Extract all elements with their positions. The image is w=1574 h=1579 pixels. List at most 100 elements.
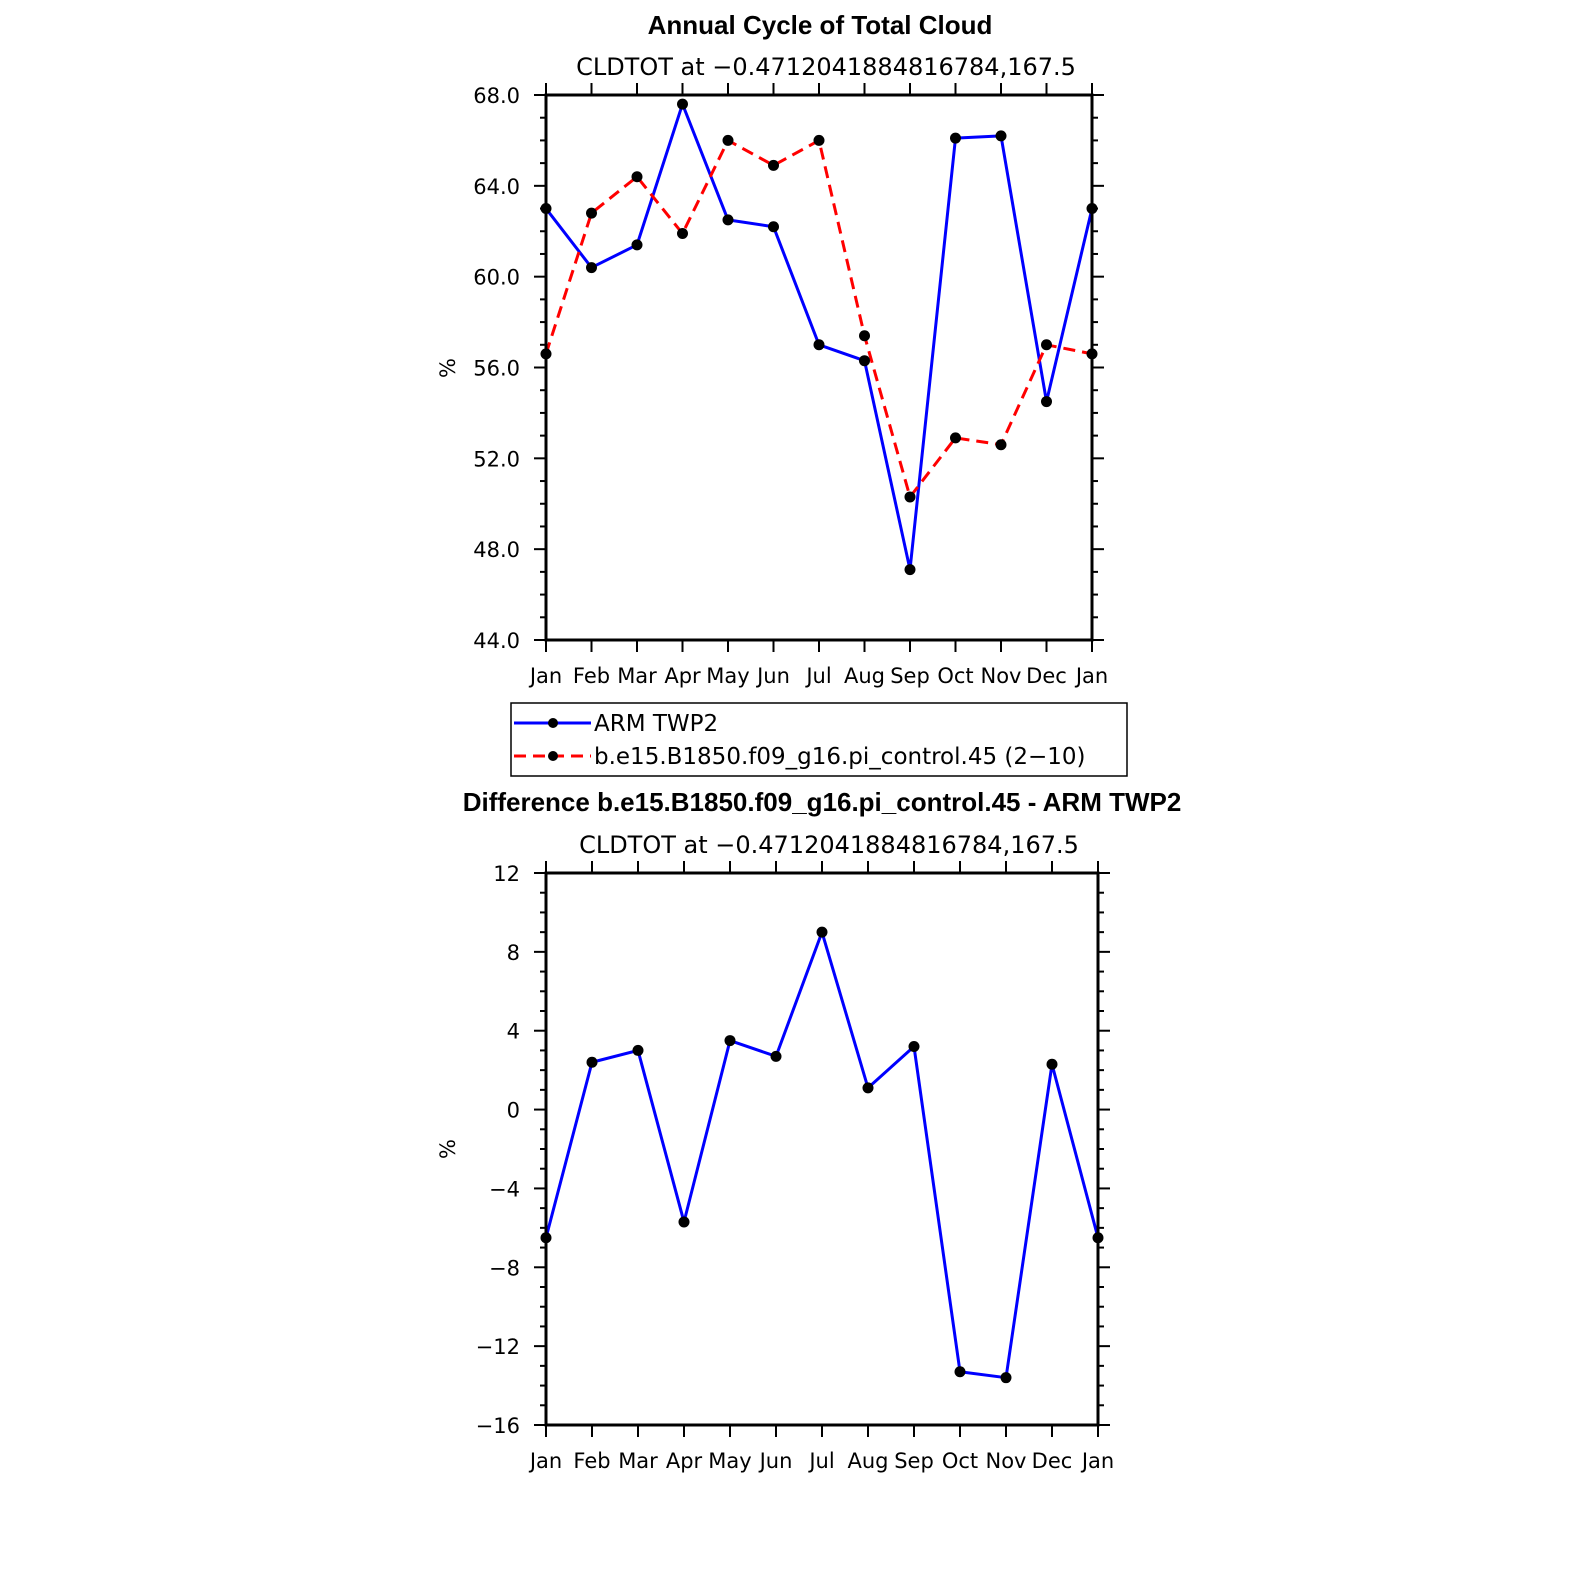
- annual-cycle-chart: Annual Cycle of Total Cloud CLDTOT at −0…: [436, 10, 1108, 688]
- y-tick-marks: [534, 861, 1110, 1437]
- x-tick-labels: Jan Feb Mar Apr May Jun Jul Aug Sep Oct Nov Dec Jan: [528, 1449, 1114, 1473]
- series-group: [540, 926, 1104, 1384]
- y-tick-marks: [534, 83, 1104, 652]
- x-tick-label: Jul: [807, 1449, 834, 1473]
- x-tick-label: Apr: [664, 664, 701, 688]
- y-axis-label: %: [436, 1139, 460, 1159]
- x-tick-label: Oct: [937, 664, 973, 688]
- legend-label-arm-twp2: ARM TWP2: [594, 711, 718, 737]
- data-point: [813, 134, 825, 146]
- series-group: [540, 98, 1098, 576]
- data-point: [586, 1056, 598, 1068]
- x-tick-label: Jun: [755, 664, 790, 688]
- plot-frame: [544, 93, 1094, 642]
- y-tick-labels: 44.0 48.0 52.0 56.0 60.0 64.0 68.0: [473, 84, 520, 653]
- x-tick-label: Apr: [666, 1449, 703, 1473]
- x-tick-label: Nov: [981, 664, 1022, 688]
- legend: ARM TWP2 b.e15.B1850.f09_g16.pi_control.…: [510, 702, 1128, 777]
- legend-marker-model: [548, 751, 558, 761]
- chart-subtitle: CLDTOT at −0.4712041884816784,167.5: [576, 53, 1076, 81]
- x-tick-label: Mar: [618, 1449, 658, 1473]
- data-point: [995, 439, 1007, 451]
- y-tick-label: 4: [507, 1020, 520, 1044]
- x-tick-label: May: [706, 664, 749, 688]
- y-tick-labels: −16 −12 −8 −4 0 4 8 12: [476, 862, 520, 1438]
- x-tick-labels: Jan Feb Mar Apr May Jun Jul Aug Sep Oct Nov Dec Jan: [528, 664, 1108, 688]
- y-tick-label: −12: [476, 1335, 520, 1359]
- x-tick-label: Jan: [528, 1449, 562, 1473]
- x-tick-label: Jun: [758, 1449, 793, 1473]
- x-tick-label: Sep: [894, 1449, 934, 1473]
- data-point: [586, 262, 597, 274]
- y-tick-label: −16: [476, 1414, 520, 1438]
- data-point: [1041, 339, 1052, 351]
- y-tick-label: 60.0: [473, 266, 520, 290]
- data-point: [1000, 1372, 1012, 1384]
- data-point: [813, 339, 825, 351]
- data-point: [995, 130, 1007, 142]
- data-point: [859, 355, 870, 367]
- x-tick-label: Jan: [1080, 1449, 1114, 1473]
- x-tick-label: Jan: [1074, 664, 1108, 688]
- x-tick-label: Feb: [573, 1449, 610, 1473]
- data-point: [954, 1366, 966, 1378]
- data-point: [631, 171, 643, 183]
- x-tick-label: Jan: [528, 664, 562, 688]
- data-point: [724, 1035, 736, 1047]
- y-axis-label: %: [436, 358, 460, 378]
- x-tick-label: Mar: [617, 664, 657, 688]
- plot-frame: [544, 871, 1100, 1427]
- chart-title: Annual Cycle of Total Cloud: [648, 10, 993, 40]
- data-point: [1041, 396, 1052, 408]
- data-point: [904, 564, 916, 576]
- data-point: [632, 1044, 644, 1056]
- data-point: [770, 1050, 782, 1062]
- data-point: [816, 926, 828, 938]
- series-line-0: [544, 930, 1100, 1380]
- x-tick-label: Nov: [986, 1449, 1027, 1473]
- data-point: [631, 239, 643, 251]
- x-tick-label: Dec: [1032, 1449, 1073, 1473]
- y-tick-label: 56.0: [473, 357, 520, 381]
- data-point: [722, 134, 734, 146]
- x-tick-label: May: [708, 1449, 751, 1473]
- legend-entry-model: b.e15.B1850.f09_g16.pi_control.45 (2−10): [514, 744, 1086, 770]
- y-tick-label: 44.0: [473, 629, 520, 653]
- y-tick-label: 52.0: [473, 447, 520, 471]
- y-tick-label: 8: [507, 941, 520, 965]
- y-tick-label: 48.0: [473, 538, 520, 562]
- data-point: [950, 432, 961, 444]
- data-point: [862, 1082, 874, 1094]
- y-tick-label: 0: [507, 1099, 520, 1123]
- series-line-0: [544, 102, 1094, 572]
- x-tick-label: Aug: [847, 1449, 888, 1473]
- data-point: [950, 132, 961, 144]
- x-tick-label: Dec: [1026, 664, 1067, 688]
- x-tick-label: Aug: [844, 664, 885, 688]
- y-tick-label: −4: [489, 1177, 520, 1201]
- y-tick-label: −8: [489, 1256, 520, 1280]
- x-tick-label: Jul: [804, 664, 831, 688]
- legend-box: [510, 702, 1128, 777]
- chart-subtitle: CLDTOT at −0.4712041884816784,167.5: [579, 831, 1079, 859]
- y-tick-label: 64.0: [473, 175, 520, 199]
- data-point: [586, 207, 597, 219]
- data-point: [908, 1040, 920, 1052]
- y-tick-label: 12: [493, 862, 520, 886]
- legend-label-model: b.e15.B1850.f09_g16.pi_control.45 (2−10): [594, 744, 1086, 770]
- data-point: [722, 214, 734, 226]
- chart-title: Difference b.e15.B1850.f09_g16.pi_contro…: [463, 787, 1182, 817]
- data-point: [768, 221, 779, 233]
- y-tick-label: 68.0: [473, 84, 520, 108]
- data-point: [677, 228, 688, 240]
- data-point: [678, 1216, 690, 1228]
- legend-marker-arm-twp2: [548, 718, 558, 728]
- x-tick-label: Feb: [573, 664, 610, 688]
- difference-chart: Difference b.e15.B1850.f09_g16.pi_contro…: [436, 787, 1181, 1473]
- data-point: [1046, 1058, 1058, 1070]
- data-point: [859, 330, 870, 342]
- data-point: [677, 98, 688, 110]
- data-point: [768, 159, 779, 171]
